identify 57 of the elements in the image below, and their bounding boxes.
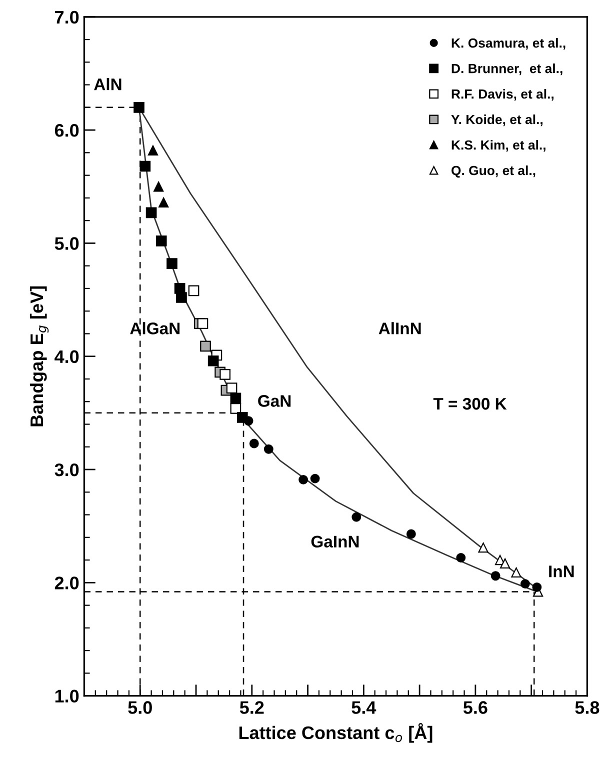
point (188, 285, 200, 296)
point (140, 160, 151, 172)
y-tick-label: 4.0 (54, 350, 79, 364)
annotation: AlN (94, 78, 122, 90)
x-tick-label: 5.0 (128, 701, 152, 714)
legend-label: Y. Koide, et al., (451, 114, 542, 126)
annotation: InN (549, 566, 574, 578)
point (166, 258, 178, 269)
point (226, 382, 238, 394)
point (352, 512, 362, 522)
point (310, 474, 320, 484)
point (153, 182, 164, 192)
x-tick-label: 5.8 (575, 701, 600, 714)
point (208, 355, 219, 366)
point (478, 542, 488, 553)
point (520, 579, 530, 589)
point (148, 145, 158, 156)
point (456, 553, 466, 562)
legend-label: R.F. Davis, et al., (452, 88, 554, 101)
point (264, 444, 274, 454)
point (230, 392, 242, 404)
point (146, 207, 157, 218)
y-axis-title: Bandgap E$_{g}$ [eV] (30, 286, 49, 426)
point (406, 529, 416, 539)
point (176, 292, 187, 303)
legend-label: K.S. Kim, et al., (452, 140, 546, 152)
point (298, 474, 308, 484)
point (532, 582, 542, 592)
y-tick-label: 2.0 (54, 576, 79, 590)
annotation: GaInN (311, 536, 359, 548)
point (197, 318, 208, 329)
x-tick-label: 5.6 (463, 701, 488, 714)
annotation: GaN (258, 395, 291, 407)
x-tick-label: 5.2 (240, 701, 264, 714)
point (249, 438, 259, 448)
y-tick-label: 1.0 (55, 690, 79, 703)
point (158, 197, 169, 208)
point (200, 340, 211, 352)
legend-label: D. Brunner, et al., (452, 64, 562, 76)
annotation: T = 300 K (433, 398, 507, 410)
point (244, 416, 254, 426)
legend-label: K. Osamura, et al., (452, 38, 566, 50)
annotation: AlInN (378, 322, 421, 334)
x-tick-label: 5.4 (352, 701, 376, 714)
point (220, 369, 230, 380)
point (490, 571, 500, 581)
point (134, 102, 144, 113)
point (156, 236, 167, 246)
annotation: AlGaN (130, 322, 180, 334)
y-tick-label: 5.0 (54, 237, 79, 250)
y-tick-label: 3.0 (54, 463, 79, 476)
x-axis-title: Lattice Constant c$_{o}$ [Å] (239, 723, 432, 743)
legend-label: Q. Guo, et al., (452, 165, 536, 178)
y-tick-label: 6.0 (54, 124, 79, 137)
y-tick-label: 7.0 (55, 10, 79, 24)
point (511, 567, 522, 578)
point (500, 558, 510, 568)
